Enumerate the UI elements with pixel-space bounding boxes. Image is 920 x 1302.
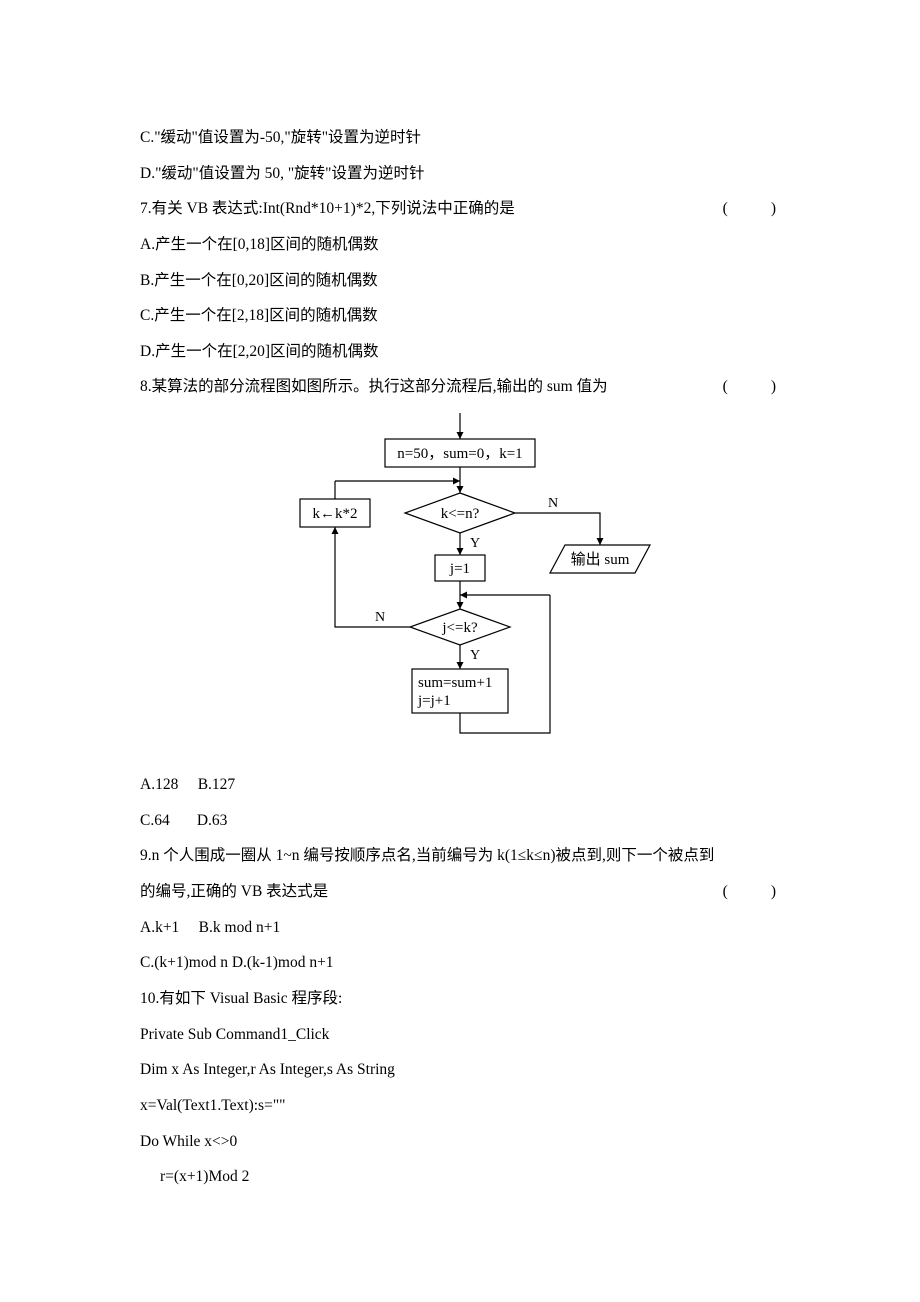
flow-label-y2: Y xyxy=(470,648,480,663)
q7-option-c: C.产生一个在[2,18]区间的随机偶数 xyxy=(140,298,780,334)
flow-edge xyxy=(335,527,410,627)
q8-options-cd: C.64 D.63 xyxy=(140,803,780,839)
q7-line: 7.有关 VB 表达式:Int(Rnd*10+1)*2,下列说法中正确的是 ( … xyxy=(140,191,780,227)
flow-text-cond1: k<=n? xyxy=(441,506,480,522)
page: C."缓动"值设置为-50,"旋转"设置为逆时针 D."缓动"值设置为 50, … xyxy=(0,0,920,1302)
q10-code-3: x=Val(Text1.Text):s="" xyxy=(140,1088,780,1124)
q8-line: 8.某算法的部分流程图如图所示。执行这部分流程后,输出的 sum 值为 ( ) xyxy=(140,369,780,405)
q10-text: 10.有如下 Visual Basic 程序段: xyxy=(140,981,780,1017)
q6-option-c: C."缓动"值设置为-50,"旋转"设置为逆时针 xyxy=(140,120,780,156)
q10-code-4: Do While x<>0 xyxy=(140,1124,780,1160)
flowchart-container: n=50，sum=0，k=1 k<=n? Y N 输出 sum k←k*2 xyxy=(140,413,780,763)
q7-option-d: D.产生一个在[2,20]区间的随机偶数 xyxy=(140,334,780,370)
q10-code-1: Private Sub Command1_Click xyxy=(140,1017,780,1053)
flowchart-svg: n=50，sum=0，k=1 k<=n? Y N 输出 sum k←k*2 xyxy=(240,413,680,763)
q7-paren: ( ) xyxy=(710,191,780,227)
flow-text-output: 输出 sum xyxy=(571,551,630,568)
flow-text-j1: j=1 xyxy=(449,561,470,577)
q6-option-d: D."缓动"值设置为 50, "旋转"设置为逆时针 xyxy=(140,156,780,192)
flow-text-cond2: j<=k? xyxy=(441,620,478,636)
q9-line-b: 的编号,正确的 VB 表达式是 ( ) xyxy=(140,874,780,910)
q9-paren: ( ) xyxy=(710,874,780,910)
q9-options-ab: A.k+1 B.k mod n+1 xyxy=(140,910,780,946)
q9-text-b: 的编号,正确的 VB 表达式是 xyxy=(140,874,328,910)
flow-label-n1: N xyxy=(548,496,558,511)
flow-text-body1: sum=sum+1 xyxy=(418,675,492,691)
q8-text: 8.某算法的部分流程图如图所示。执行这部分流程后,输出的 sum 值为 xyxy=(140,369,608,405)
q10-code-5: r=(x+1)Mod 2 xyxy=(140,1159,780,1195)
q9-text-a: 9.n 个人围成一圈从 1~n 编号按顺序点名,当前编号为 k(1≤k≤n)被点… xyxy=(140,838,780,874)
q9-options-cd: C.(k+1)mod n D.(k-1)mod n+1 xyxy=(140,945,780,981)
flow-edge xyxy=(515,513,600,545)
flow-text-kstep: k←k*2 xyxy=(313,506,358,522)
flow-label-n2: N xyxy=(375,610,385,625)
flow-text-init: n=50，sum=0，k=1 xyxy=(397,446,522,462)
flow-text-body2: j=j+1 xyxy=(417,693,451,709)
q7-option-a: A.产生一个在[0,18]区间的随机偶数 xyxy=(140,227,780,263)
q10-code-2: Dim x As Integer,r As Integer,s As Strin… xyxy=(140,1052,780,1088)
q8-paren: ( ) xyxy=(710,369,780,405)
q7-option-b: B.产生一个在[0,20]区间的随机偶数 xyxy=(140,263,780,299)
flow-label-y1: Y xyxy=(470,536,480,551)
q7-text: 7.有关 VB 表达式:Int(Rnd*10+1)*2,下列说法中正确的是 xyxy=(140,191,515,227)
q8-options-ab: A.128 B.127 xyxy=(140,767,780,803)
